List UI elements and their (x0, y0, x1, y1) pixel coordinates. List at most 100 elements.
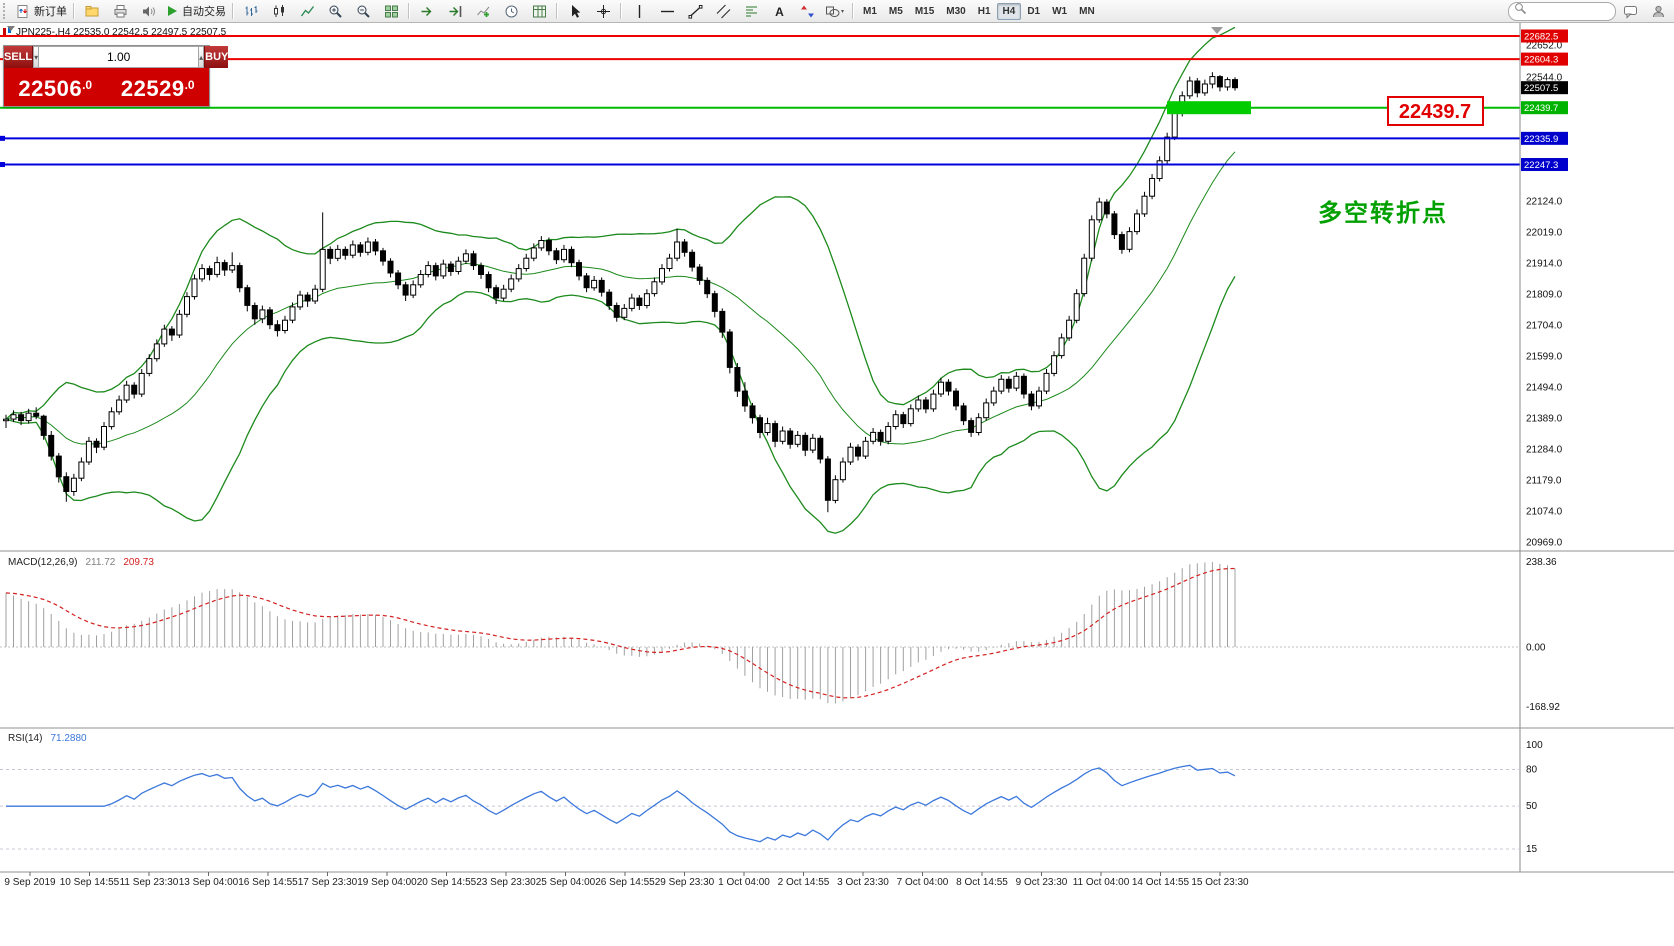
svg-text:21704.0: 21704.0 (1526, 320, 1563, 331)
buy-price-frac: .0 (184, 78, 195, 92)
svg-text:2 Oct 14:55: 2 Oct 14:55 (778, 877, 830, 888)
symbol-label: JPN225-,H4 22535.0 22542.5 22497.5 22507… (3, 26, 227, 38)
arrows-button[interactable] (793, 0, 821, 22)
timeframe-mn[interactable]: MN (1079, 5, 1095, 17)
svg-text:15: 15 (1526, 844, 1538, 855)
svg-text:19 Sep 04:00: 19 Sep 04:00 (357, 877, 417, 888)
shapes-button[interactable] (821, 0, 849, 22)
toolbar-separator (408, 3, 410, 19)
price-callout[interactable]: 22439.7 (1387, 96, 1484, 126)
volume-increase-button[interactable]: ▴ (198, 46, 205, 68)
toolbar-separator (73, 3, 75, 19)
vertical-line-icon (632, 4, 647, 19)
line-chart-button[interactable] (293, 0, 321, 22)
vertical-line-button[interactable] (625, 0, 653, 22)
new-order-icon (16, 4, 31, 19)
toolbar-separator (620, 3, 622, 19)
autotrading-button[interactable]: 自动交易 (162, 0, 229, 22)
candles (3, 72, 1238, 513)
timeframe-h4[interactable]: H4 (996, 2, 1022, 20)
buy-button[interactable]: BUY (204, 46, 229, 68)
buy-price[interactable]: 22529 .0 (107, 73, 210, 101)
svg-text:22604.3: 22604.3 (1524, 55, 1558, 66)
tile-windows-button[interactable] (377, 0, 405, 22)
svg-text:21809.0: 21809.0 (1526, 289, 1563, 300)
svg-text:RSI(14)71.2880: RSI(14) 71.2880 (8, 733, 87, 744)
timeframe-m15[interactable]: M15 (914, 5, 935, 17)
sell-price-frac: .0 (82, 78, 93, 92)
trendline-button[interactable] (681, 0, 709, 22)
cursor-button[interactable] (561, 0, 589, 22)
timeframe-w1[interactable]: W1 (1052, 5, 1068, 17)
panel-separators[interactable] (0, 550, 1674, 873)
price-chart[interactable]: 22439.7 多空转折点 JPN225-,H4 22535.0 22542.5 2… (0, 23, 1674, 946)
print-button[interactable] (106, 0, 134, 22)
profiles-button[interactable] (78, 0, 106, 22)
svg-text:A: A (775, 5, 784, 19)
timeframe-m30[interactable]: M30 (946, 5, 966, 17)
sell-button[interactable]: SELL (4, 46, 34, 68)
autotrading-label: 自动交易 (182, 6, 226, 18)
accounts-button[interactable] (1644, 0, 1672, 22)
svg-text:13 Sep 04:00: 13 Sep 04:00 (179, 877, 239, 888)
svg-text:80: 80 (1526, 764, 1538, 775)
text-button[interactable]: A (765, 0, 793, 22)
svg-text:21284.0: 21284.0 (1526, 444, 1563, 455)
templates-button[interactable] (525, 0, 553, 22)
one-click-trading-panel: SELL ▾ ▴ BUY 22506 .0 22529 .0 (3, 45, 229, 107)
timeframe-d1[interactable]: D1 (1027, 5, 1041, 17)
chat-button[interactable] (1616, 0, 1644, 22)
bar-chart-button[interactable] (237, 0, 265, 22)
hline-objects[interactable] (0, 35, 1520, 168)
chart-annotation[interactable]: 多空转折点 (1318, 199, 1448, 227)
volume-input[interactable] (39, 46, 199, 68)
svg-text:0.00: 0.00 (1526, 643, 1546, 654)
text-icon: A (772, 4, 787, 19)
volume-decrease-button[interactable]: ▾ (33, 46, 40, 68)
toolbar-separator (556, 3, 558, 19)
svg-text:9 Sep 2019: 9 Sep 2019 (4, 877, 56, 888)
time-axis[interactable]: 9 Sep 2019 10 Sep 14:55 11 Sep 23:30 13 Sep… (4, 872, 1249, 888)
equidistant-channel-button[interactable] (709, 0, 737, 22)
svg-text:11 Sep 23:30: 11 Sep 23:30 (120, 877, 179, 888)
timeframe-h1[interactable]: H1 (977, 5, 991, 17)
chart-shift-button[interactable] (441, 0, 469, 22)
zoom-in-button[interactable] (321, 0, 349, 22)
svg-text:JPN225-,H4 22535.0 22542.5 22: JPN225-,H4 22535.0 22542.5 22497.5 22507… (16, 27, 227, 38)
horizontal-line-button[interactable] (653, 0, 681, 22)
svg-text:22439.7: 22439.7 (1399, 101, 1471, 123)
fibonacci-button[interactable] (737, 0, 765, 22)
timeframe-m5[interactable]: M5 (888, 5, 903, 17)
svg-text:21494.0: 21494.0 (1526, 382, 1563, 393)
chart-area[interactable]: 22439.7 多空转折点 JPN225-,H4 22535.0 22542.5 2… (0, 23, 1674, 946)
indicators-button[interactable] (469, 0, 497, 22)
search-box[interactable] (1508, 1, 1616, 21)
crosshair-icon (596, 4, 611, 19)
sell-price[interactable]: 22506 .0 (4, 73, 107, 101)
search-input[interactable] (1527, 4, 1605, 18)
chart-shift-marker[interactable] (1211, 27, 1223, 34)
svg-text:25 Sep 04:00: 25 Sep 04:00 (536, 877, 596, 888)
svg-text:多空转折点: 多空转折点 (1318, 199, 1448, 227)
timeframe-m1[interactable]: M1 (863, 5, 877, 17)
svg-text:10 Sep 14:55: 10 Sep 14:55 (60, 877, 120, 888)
svg-text:-168.92: -168.92 (1526, 702, 1560, 713)
crosshair-button[interactable] (589, 0, 617, 22)
zoom-out-button[interactable] (349, 0, 377, 22)
svg-text:22507.5: 22507.5 (1524, 83, 1558, 94)
new-order-button[interactable]: 新订单 (13, 0, 70, 22)
svg-text:21074.0: 21074.0 (1526, 506, 1563, 517)
svg-text:22544.0: 22544.0 (1526, 72, 1563, 83)
alerts-button[interactable] (134, 0, 162, 22)
svg-text:22335.9: 22335.9 (1524, 134, 1558, 145)
svg-text:16 Sep 14:55: 16 Sep 14:55 (238, 877, 298, 888)
auto-scroll-button[interactable] (413, 0, 441, 22)
trade-panel-collapse-icon[interactable] (7, 26, 15, 31)
svg-text:9 Oct 23:30: 9 Oct 23:30 (1016, 877, 1068, 888)
svg-text:21599.0: 21599.0 (1526, 351, 1563, 362)
candlestick-chart-button[interactable] (265, 0, 293, 22)
print-icon (113, 4, 128, 19)
period-button[interactable] (497, 0, 525, 22)
new-order-label: 新订单 (34, 6, 67, 18)
